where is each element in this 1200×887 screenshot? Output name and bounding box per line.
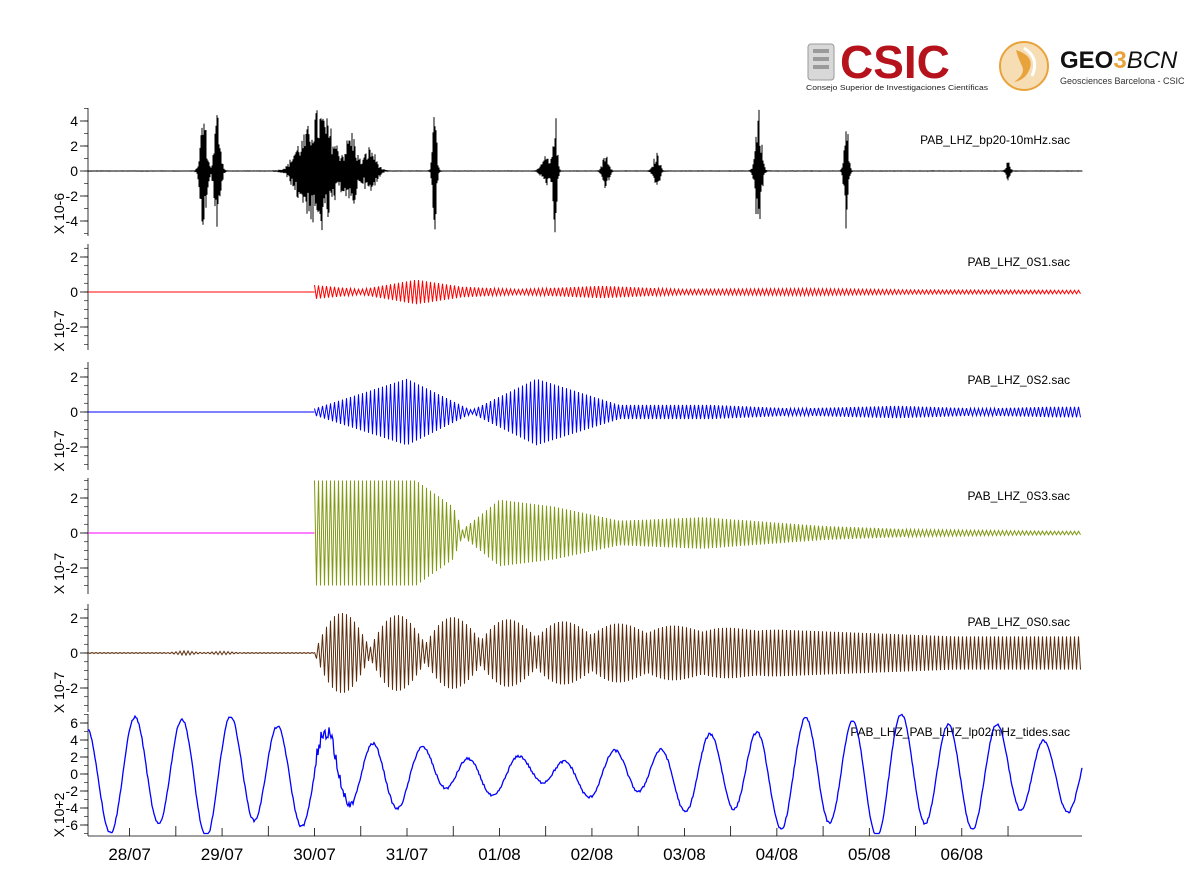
scale-label: X 10-7 xyxy=(51,553,67,594)
panel-2: 2 0 -2X 10-7 PAB_LHZ_0S1.sac xyxy=(51,244,1081,352)
y-tick-label: 2 xyxy=(70,138,78,154)
panel-5: 2 0 -2X 10-7 PAB_LHZ_0S0.sac xyxy=(51,604,1081,713)
y-tick-label: 2 xyxy=(70,369,78,385)
scale-label: X 10-7 xyxy=(51,310,67,351)
x-tick-label: 31/07 xyxy=(386,845,429,864)
series-name-label: PAB_LHZ_0S2.sac xyxy=(968,373,1071,387)
y-tick-label: 0 xyxy=(70,645,78,661)
y-tick-label: 0 xyxy=(70,766,78,782)
logos-svg: CSIC Consejo Superior de Investigaciones… xyxy=(806,36,1185,92)
csic-emblem xyxy=(807,43,835,81)
scale-label: X 10-6 xyxy=(51,193,67,234)
y-tick-label: 0 xyxy=(70,284,78,300)
panel-3: 2 0 -2X 10-7 PAB_LHZ_0S2.sac xyxy=(51,362,1081,472)
geo3bcn-3: 3 xyxy=(1113,47,1126,74)
x-tick-label: 30/07 xyxy=(293,845,336,864)
series-name-label: PAB_LHZ_bp20-10mHz.sac xyxy=(920,133,1070,147)
series-name-label: PAB_LHZ_0S3.sac xyxy=(968,489,1071,503)
y-tick-label: -2 xyxy=(66,783,79,799)
y-tick-label: 6 xyxy=(70,715,78,731)
geo3bcn-subtitle: Geosciences Barcelona - CSIC xyxy=(1060,76,1185,86)
geo3bcn-geo: GEO xyxy=(1060,47,1113,74)
waveform-3 xyxy=(88,378,1081,446)
y-tick-label: -2 xyxy=(66,439,79,455)
y-tick-label: -6 xyxy=(66,817,79,833)
waveform-path xyxy=(314,279,1081,305)
x-tick-label: 05/08 xyxy=(848,845,891,864)
waveform-path xyxy=(87,109,1083,233)
y-tick-label: -4 xyxy=(66,800,79,816)
y-tick-label: 4 xyxy=(70,732,78,748)
x-tick-label: 02/08 xyxy=(571,845,614,864)
y-tick-label: -2 xyxy=(66,319,79,335)
scale-label: X 10+2 xyxy=(51,792,67,837)
scale-label: X 10-7 xyxy=(51,672,67,713)
panels-group: 420-2-4X 10-6PAB_LHZ_bp20-10mHz.sac20-2X… xyxy=(51,108,1083,837)
scale-label: X 10-7 xyxy=(51,430,67,471)
y-tick-label: 2 xyxy=(70,749,78,765)
csic-logo-text: CSIC xyxy=(840,38,950,88)
waveform-path xyxy=(87,713,1083,835)
geo3bcn-logo-geo: GEO3BCN xyxy=(1060,47,1178,74)
waveform-5 xyxy=(87,612,1081,693)
waveform-path xyxy=(314,612,1081,693)
y-tick-label: -2 xyxy=(66,680,79,696)
y-tick-label: 2 xyxy=(70,249,78,265)
y-tick-label: 4 xyxy=(70,113,78,129)
panel-4: 2 0 -2X 10-7 PAB_LHZ_0S3.sac xyxy=(51,478,1081,594)
y-tick-label: 0 xyxy=(70,525,78,541)
panel-1: 4 2 0 -2 -4X 10-6 PAB_LHZ_bp20-10mHz.sac xyxy=(51,108,1083,236)
logo-bar: CSIC Consejo Superior de Investigaciones… xyxy=(800,36,1190,98)
x-tick-label: 06/08 xyxy=(941,845,984,864)
y-tick-label: 0 xyxy=(70,163,78,179)
waveform-1 xyxy=(87,109,1083,233)
series-name-label: PAB_LHZ_PAB_LHZ_lp02mHz_tides.sac xyxy=(850,725,1070,739)
x-tick-label: 04/08 xyxy=(756,845,799,864)
x-tick-label: 29/07 xyxy=(201,845,244,864)
waveform-path xyxy=(314,480,1081,586)
series-name-label: PAB_LHZ_0S1.sac xyxy=(968,255,1071,269)
series-name-label: PAB_LHZ_0S0.sac xyxy=(968,615,1071,629)
x-tick-label: 01/08 xyxy=(478,845,521,864)
y-tick-label: -2 xyxy=(66,560,79,576)
x-tick-label: 03/08 xyxy=(663,845,706,864)
time-axis: 28/07 29/07 30/07 31/07 01/08 02/08 03/08 04/08… xyxy=(88,826,1082,864)
geo3bcn-emblem xyxy=(999,41,1049,91)
waveform-6 xyxy=(87,713,1083,835)
y-tick-label: -4 xyxy=(66,213,79,229)
y-tick-label: 2 xyxy=(70,490,78,506)
y-tick-label: -2 xyxy=(66,188,79,204)
y-tick-label: 0 xyxy=(70,404,78,420)
geo3bcn-bcn: BCN xyxy=(1127,47,1178,74)
csic-logo-subtitle: Consejo Superior de Investigaciones Cien… xyxy=(806,85,989,92)
waveform-path xyxy=(314,378,1081,446)
y-tick-label: 2 xyxy=(70,610,78,626)
waveform-pre-onset xyxy=(87,649,315,657)
waveform-4 xyxy=(88,480,1081,586)
waveform-2 xyxy=(88,279,1081,305)
x-tick-label: 28/07 xyxy=(108,845,151,864)
